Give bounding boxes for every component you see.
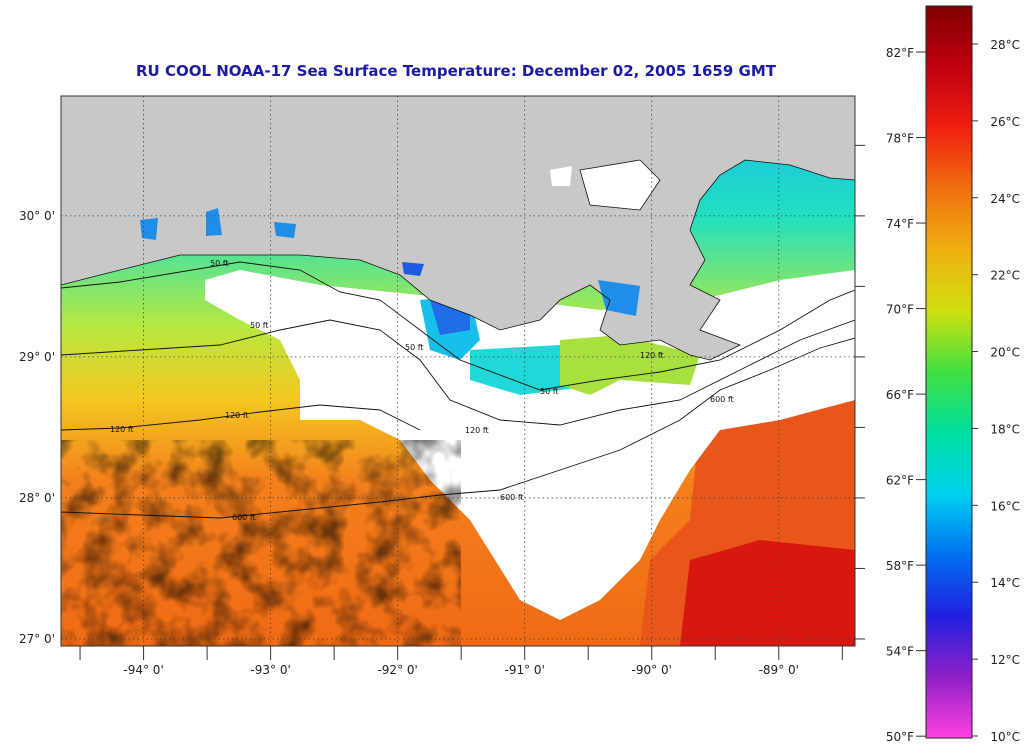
lake-barataria — [598, 280, 640, 316]
green-water-delta — [560, 335, 700, 395]
axis-ticks: -94° 0' -93° 0' -92° 0' -91° 0' -90° 0' -89° … — [19, 144, 865, 677]
map-title: RU COOL NOAA-17 Sea Surface Temperature:… — [136, 62, 776, 80]
fahrenheit-label: 70°F — [886, 303, 914, 317]
graticule — [61, 96, 855, 646]
celsius-label: 10°C — [990, 730, 1020, 744]
fahrenheit-label: 62°F — [886, 474, 914, 488]
shoreline — [61, 159, 855, 361]
lake-lafourche — [402, 262, 424, 276]
land-mass — [61, 96, 855, 360]
celsius-scale: 28°C 26°C 24°C 22°C 20°C 18°C 16°C 14°C 12°C 10°C — [972, 38, 1020, 744]
celsius-label: 22°C — [990, 269, 1020, 283]
celsius-label: 26°C — [990, 115, 1020, 129]
fahrenheit-label: 54°F — [886, 645, 914, 659]
contour-labels: 50 ft 50 ft 50 ft 50 ft 120 ft 120 ft 120 ft 12… — [110, 259, 734, 522]
lake-pontchartrain — [580, 160, 660, 210]
fahrenheit-label: 58°F — [886, 559, 914, 573]
fahrenheit-label: 78°F — [886, 132, 914, 146]
contour-label: 600 ft — [500, 493, 524, 502]
lon-tick-label: -89° 0' — [759, 663, 799, 677]
contour-label: 50 ft — [210, 259, 229, 268]
contour-label: 50 ft — [405, 343, 424, 352]
lat-tick-label: 28° 0' — [19, 491, 55, 505]
contour-label: 600 ft — [232, 513, 256, 522]
contour-label: 120 ft — [640, 351, 664, 360]
depth-contours — [61, 261, 855, 519]
fahrenheit-label: 74°F — [886, 217, 914, 231]
lake-west — [140, 218, 158, 240]
fahrenheit-label: 50°F — [886, 730, 914, 744]
lake-sabine — [206, 208, 222, 236]
lat-tick-label: 30° 0' — [19, 209, 55, 223]
contour-label: 120 ft — [110, 425, 134, 434]
lake-calcasieu — [274, 222, 296, 238]
lon-tick-label: -91° 0' — [505, 663, 545, 677]
lake-white — [550, 166, 572, 186]
lon-tick-label: -94° 0' — [123, 663, 163, 677]
celsius-label: 20°C — [990, 346, 1020, 360]
contour-extra — [61, 404, 421, 431]
lon-tick-label: -93° 0' — [250, 663, 290, 677]
lon-tick-label: -90° 0' — [632, 663, 672, 677]
cloud-speckle — [61, 440, 461, 646]
celsius-label: 14°C — [990, 576, 1020, 590]
fahrenheit-label: 82°F — [886, 46, 914, 60]
contour-120ft — [61, 319, 855, 426]
celsius-label: 16°C — [990, 499, 1020, 513]
colorbar-scale — [925, 5, 973, 739]
contour-50ft — [61, 261, 855, 391]
contour-label: 50 ft — [540, 387, 559, 396]
contour-label: 50 ft — [250, 321, 269, 330]
contour-600ft — [61, 337, 855, 519]
celsius-label: 18°C — [990, 422, 1020, 436]
celsius-label: 28°C — [990, 38, 1020, 52]
contour-label: 120 ft — [225, 411, 249, 420]
celsius-label: 12°C — [990, 653, 1020, 667]
lon-tick-label: -92° 0' — [377, 663, 417, 677]
hot-water-southeast — [680, 540, 855, 646]
map-border — [60, 95, 856, 647]
lat-tick-label: 29° 0' — [19, 350, 55, 364]
contour-label: 600 ft — [710, 395, 734, 404]
fahrenheit-label: 66°F — [886, 388, 914, 402]
lat-tick-label: 27° 0' — [19, 632, 55, 646]
fahrenheit-scale: 82°F 78°F 74°F 70°F 66°F 62°F 58°F 54°F 50°F — [886, 46, 926, 744]
contour-label: 120 ft — [465, 426, 489, 435]
celsius-label: 24°C — [990, 192, 1020, 206]
map-frame — [61, 96, 855, 646]
